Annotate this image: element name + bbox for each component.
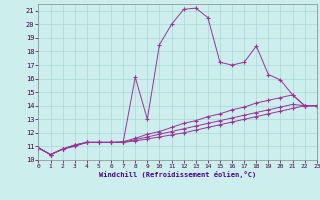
X-axis label: Windchill (Refroidissement éolien,°C): Windchill (Refroidissement éolien,°C) bbox=[99, 171, 256, 178]
